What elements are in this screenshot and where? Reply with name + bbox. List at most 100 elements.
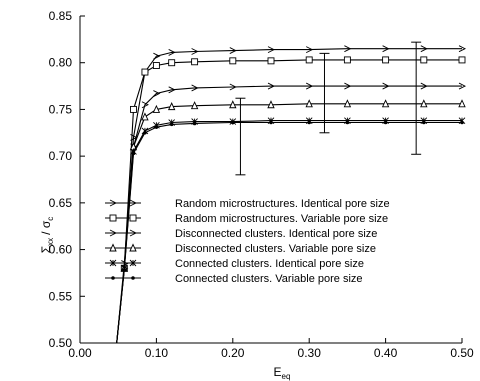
series-line: [116, 59, 462, 344]
y-tick-label: 0.75: [49, 102, 73, 116]
series-marker: [167, 102, 176, 111]
series-marker: [267, 100, 275, 109]
series-marker: [420, 45, 428, 53]
series-marker: [305, 56, 313, 64]
series-marker: [267, 57, 275, 65]
series-marker: [122, 268, 127, 272]
series-marker: [460, 120, 464, 125]
series-line: [116, 103, 462, 344]
series-marker: [229, 100, 237, 109]
series-marker: [307, 120, 312, 125]
series-marker: [154, 125, 159, 129]
x-axis-label: Eeq: [274, 365, 291, 381]
series-marker: [191, 48, 199, 55]
error-bar: [319, 52, 330, 134]
error-bar: [235, 97, 246, 176]
series-marker: [458, 99, 466, 108]
legend-item: Random microstructures. Identical pore s…: [105, 198, 390, 210]
series-marker: [111, 276, 115, 280]
series-marker: [382, 56, 390, 64]
series-marker: [192, 121, 197, 126]
series-marker: [345, 120, 350, 125]
series-line: [116, 120, 462, 344]
x-tick-label: 0.30: [298, 346, 322, 360]
series-2: [116, 56, 466, 344]
x-axis-label-sub: eq: [282, 372, 291, 381]
series-marker: [168, 86, 176, 94]
series-marker: [344, 45, 352, 53]
series-marker: [109, 259, 117, 267]
series-marker: [383, 120, 388, 125]
x-tick-label: 0.10: [145, 346, 169, 360]
series-marker: [109, 214, 117, 222]
y-tick-label: 0.80: [49, 56, 73, 70]
series-marker: [269, 120, 273, 125]
legend-item: Connected clusters. Identical pore size: [105, 258, 364, 270]
series-marker: [130, 105, 137, 113]
series-marker: [267, 82, 276, 90]
series-marker: [458, 82, 467, 90]
legend-item: Disconnected clusters. Variable pore siz…: [105, 243, 376, 255]
series-marker: [153, 90, 161, 97]
series-marker: [141, 112, 149, 121]
series-marker: [109, 229, 118, 237]
series-marker: [382, 45, 390, 53]
series-line: [116, 85, 462, 344]
series-marker: [143, 130, 147, 135]
error-bar: [411, 41, 422, 155]
y-axis-label-sub: xx: [46, 238, 55, 246]
series-marker: [229, 47, 237, 54]
series-marker: [305, 82, 314, 90]
y-axis-label-sub2: c: [46, 217, 55, 221]
series-marker: [420, 56, 428, 64]
series-marker: [191, 58, 199, 66]
series-marker: [168, 59, 176, 67]
series-marker: [231, 120, 235, 125]
series-marker: [129, 259, 137, 267]
y-tick-label: 0.60: [49, 243, 73, 257]
legend-label: Random microstructures. Identical pore s…: [175, 198, 390, 210]
y-tick-label: 0.85: [49, 9, 73, 23]
series-marker: [229, 83, 237, 91]
series-marker: [190, 101, 199, 110]
series-marker: [422, 120, 426, 125]
series-marker: [305, 99, 313, 108]
series-marker: [169, 122, 174, 127]
y-axis-label-sep: / σ: [39, 220, 53, 235]
legend-label: Random microstructures. Variable pore si…: [175, 213, 388, 225]
series-marker: [381, 99, 390, 108]
legend-label: Connected clusters. Variable pore size: [175, 273, 363, 285]
series-marker: [152, 62, 160, 69]
series-marker: [382, 82, 390, 90]
legend-item: Connected clusters. Variable pore size: [105, 273, 363, 285]
series-marker: [129, 214, 137, 222]
series-marker: [458, 45, 467, 53]
series-marker: [131, 151, 136, 156]
series-marker: [152, 104, 161, 113]
series-marker: [267, 46, 276, 54]
error-bars: [235, 41, 422, 176]
series-marker: [109, 199, 118, 207]
legend-label: Connected clusters. Identical pore size: [175, 258, 364, 270]
y-tick-label: 0.55: [49, 289, 73, 303]
y-tick-label: 0.50: [49, 336, 73, 350]
axes: [79, 15, 463, 344]
series-marker: [420, 82, 428, 90]
series-marker: [191, 84, 199, 92]
x-tick-label: 0.00: [68, 346, 92, 360]
y-tick-label: 0.65: [49, 196, 73, 210]
y-axis-label-main: Σ: [39, 246, 53, 253]
legend: Random microstructures. Identical pore s…: [105, 198, 390, 285]
series-marker: [229, 57, 237, 65]
x-axis-label-main: E: [274, 365, 282, 379]
legend-label: Disconnected clusters. Identical pore si…: [175, 228, 377, 240]
legend-label: Disconnected clusters. Variable pore siz…: [175, 243, 376, 255]
series-lines: [116, 45, 467, 344]
tick-labels: 0.00 0.10 0.20 0.30 0.40 0.50 0.50 0.55 0.60 0.65…: [49, 9, 474, 360]
series-3: [116, 82, 467, 344]
series-marker: [129, 199, 138, 207]
series-line: [116, 121, 462, 344]
y-tick-label: 0.70: [49, 149, 73, 163]
series-marker: [109, 243, 117, 252]
